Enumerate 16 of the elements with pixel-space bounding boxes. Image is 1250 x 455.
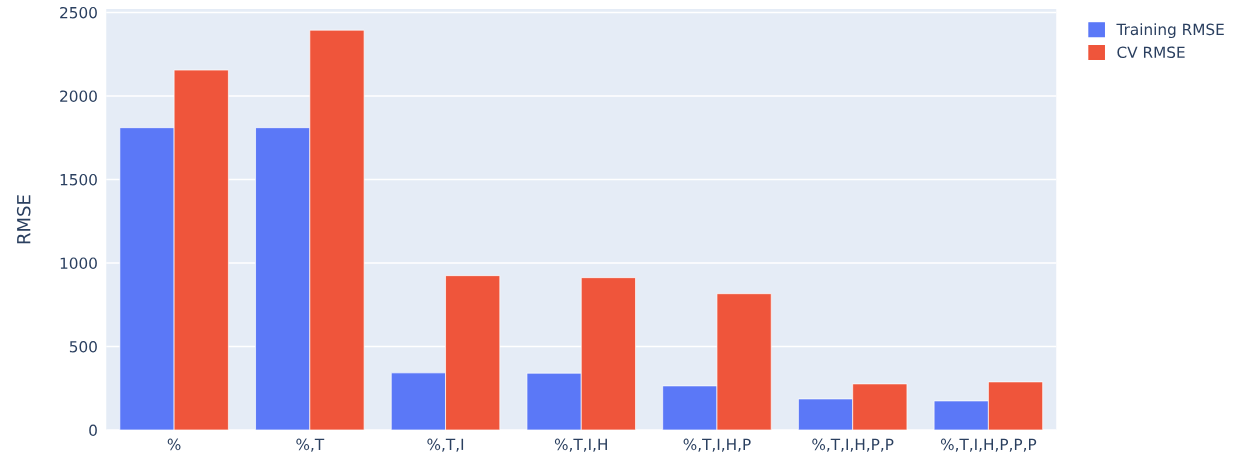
x-tick-label: %,T,I [427, 438, 464, 452]
x-tick-label: %,T,I,H [554, 438, 607, 452]
y-tick-label: 2000 [60, 90, 97, 102]
y-tick-label: 500 [69, 340, 97, 353]
x-tick-label: %,T,I,H,P,P,P [940, 438, 1037, 452]
x-tick-label: %,T [296, 438, 325, 452]
y-tick-label: 1000 [60, 257, 97, 269]
y-tick-label: 0 [89, 424, 97, 436]
y-tick-label: 1500 [60, 173, 97, 186]
x-tick-label: %,T,I,H,P [683, 438, 751, 452]
legend-label: CV RMSE [1117, 46, 1185, 59]
x-tick-label: %,T,I,H,P,P [812, 438, 894, 452]
y-axis-title: RMSE [16, 195, 31, 244]
legend-label: Training RMSE [1116, 23, 1224, 39]
x-tick-label: % [167, 438, 181, 451]
y-tick-label: 2500 [60, 6, 97, 19]
